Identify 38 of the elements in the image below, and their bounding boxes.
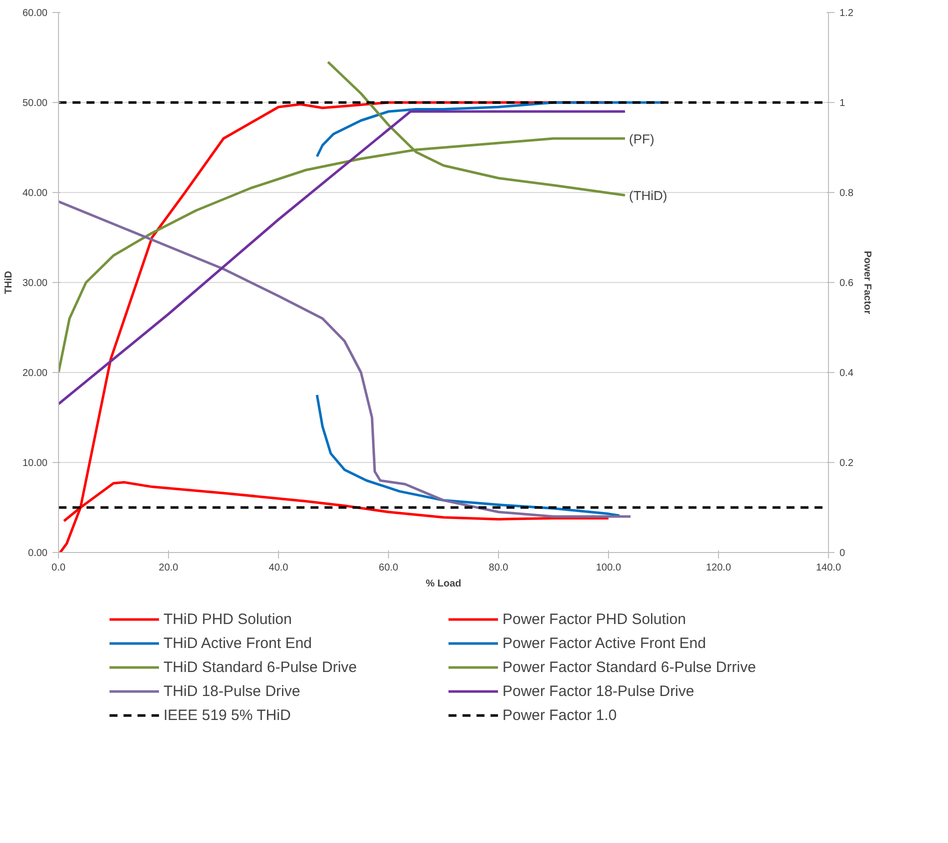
legend-label: Power Factor Standard 6-Pulse Drrive bbox=[502, 658, 757, 676]
y-axis-title: THiD bbox=[3, 270, 14, 294]
y-tick-label: 0.00 bbox=[28, 548, 48, 559]
y2-tick-label: 0 bbox=[840, 548, 846, 559]
y-tick-label: 30.00 bbox=[22, 278, 48, 289]
legend-label: Power Factor Active Front End bbox=[502, 634, 707, 652]
y-tick-label: 60.00 bbox=[22, 8, 48, 19]
y2-tick-label: 1 bbox=[840, 98, 846, 109]
legend-label: Power Factor 1.0 bbox=[502, 706, 618, 724]
x-axis-title: % Load bbox=[426, 578, 462, 590]
x-tick-label: 100.0 bbox=[596, 562, 622, 574]
x-tick-label: 80.0 bbox=[488, 562, 509, 574]
x-tick-label: 40.0 bbox=[268, 562, 289, 574]
x-tick-label: 20.0 bbox=[158, 562, 179, 574]
y-tick-label: 50.00 bbox=[22, 98, 48, 109]
y-tick-label: 40.00 bbox=[22, 188, 48, 199]
legend-label: THiD PHD Solution bbox=[164, 610, 293, 628]
legend-label: THiD 18-Pulse Drive bbox=[164, 682, 302, 700]
y2-tick-label: 1.2 bbox=[840, 8, 854, 19]
x-tick-label: 60.0 bbox=[378, 562, 399, 574]
y-tick-label: 20.00 bbox=[22, 368, 48, 379]
y2-tick-label: 0.6 bbox=[840, 278, 854, 289]
x-tick-label: 140.0 bbox=[816, 562, 842, 574]
x-tick-label: 0.0 bbox=[52, 562, 66, 574]
annotation: (THiD) bbox=[629, 188, 668, 204]
y2-tick-label: 0.2 bbox=[840, 458, 854, 469]
y2-axis-title: Power Factor bbox=[861, 250, 872, 314]
legend-label: Power Factor 18-Pulse Drive bbox=[502, 682, 696, 700]
line-series bbox=[58, 110, 626, 406]
y2-tick-label: 0.8 bbox=[840, 188, 854, 199]
x-tick-label: 120.0 bbox=[706, 562, 732, 574]
legend-label: IEEE 519 5% THiD bbox=[164, 706, 292, 724]
legend-label: Power Factor PHD Solution bbox=[502, 610, 687, 628]
annotation: (PF) bbox=[629, 132, 654, 146]
legend-label: THiD Standard 6-Pulse Drive bbox=[164, 658, 358, 676]
y2-tick-label: 0.4 bbox=[840, 368, 854, 379]
legend-label: THiD Active Front End bbox=[164, 634, 313, 652]
y-tick-label: 10.00 bbox=[22, 458, 48, 469]
